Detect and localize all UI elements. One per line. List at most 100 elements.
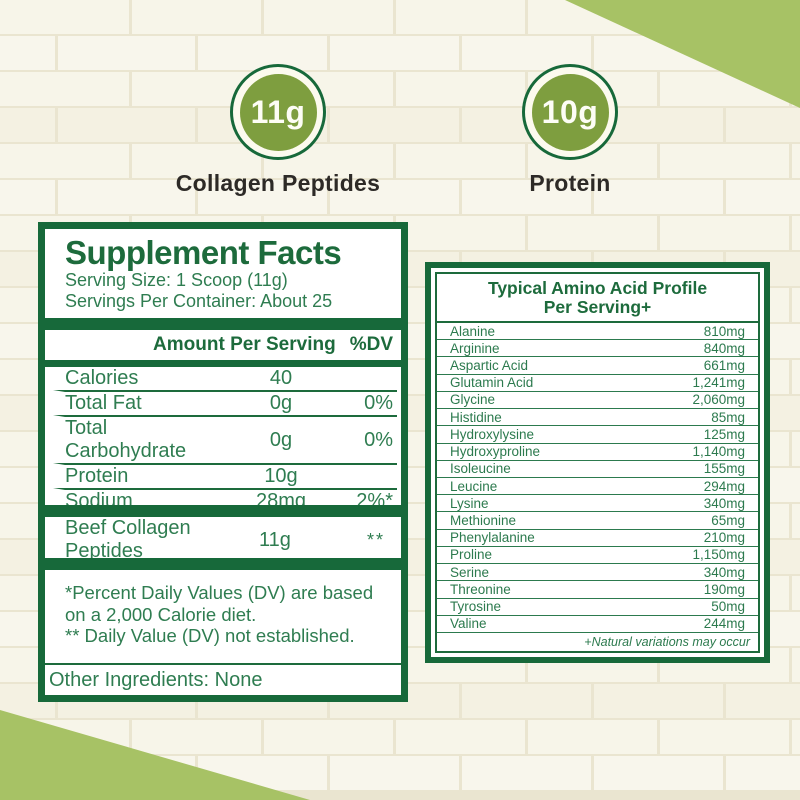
brick-row [0, 72, 800, 108]
amino-acid-amount: 210mg [703, 530, 745, 546]
serving-size: Serving Size: 1 Scoop (11g) [65, 270, 288, 290]
amino-acid-name: Alanine [450, 323, 496, 339]
amino-acid-name: Methionine [450, 513, 517, 529]
nutrient-name: Total Carbohydrate [65, 417, 187, 462]
divider-bar [45, 318, 401, 330]
amino-acid-name: Histidine [450, 409, 502, 425]
supplement-facts-panel: Supplement Facts Serving Size: 1 Scoop (… [38, 222, 408, 702]
amino-acid-row: Proline 1,150mg [437, 545, 758, 563]
nutrient-row: Calories 40 [45, 367, 401, 390]
footnote-dv: *Percent Daily Values (DV) are based on … [65, 582, 374, 625]
amino-acid-name: Aspartic Acid [450, 358, 529, 374]
amino-acid-amount: 340mg [703, 564, 745, 580]
amino-acid-amount: 810mg [703, 323, 745, 339]
amino-acid-footnote: +Natural variations may occur [437, 632, 758, 651]
divider-bar [45, 505, 401, 517]
nutrient-amount: 10g [264, 465, 298, 487]
amino-acid-name: Serine [450, 564, 490, 580]
amino-acid-amount: 340mg [703, 495, 745, 511]
nutrient-amount: 0g [269, 428, 293, 451]
amino-acid-amount: 2,060mg [692, 392, 745, 408]
amino-acid-name: Threonine [450, 581, 511, 597]
ingredient-row: Beef Collagen Peptides 11g ** [45, 517, 401, 562]
nutrient-amount: 0g [269, 392, 293, 414]
amino-acid-amount: 244mg [703, 616, 745, 632]
amino-acid-row: Alanine 810mg [437, 323, 758, 339]
brick-row [0, 144, 800, 180]
amino-acid-amount: 65mg [711, 513, 745, 529]
amino-acid-name: Phenylalanine [450, 530, 535, 546]
amino-acid-title-line2: Per Serving+ [543, 297, 652, 317]
nutrient-name: Protein [65, 465, 129, 487]
protein-badge-value: 10g [531, 73, 609, 151]
nutrient-dv: 0% [364, 428, 393, 451]
nutrient-row: Protein 10g [53, 463, 397, 488]
amino-acid-name: Hydroxyproline [450, 444, 541, 460]
amino-acid-amount: 1,241mg [692, 375, 745, 391]
amino-acid-name: Glutamin Acid [450, 375, 534, 391]
amino-acid-amount: 294mg [703, 478, 745, 494]
amino-acid-name: Tyrosine [450, 599, 502, 615]
servings-per-container: Servings Per Container: About 25 [65, 291, 333, 311]
amino-acid-row: Serine 340mg [437, 563, 758, 580]
amino-acid-title: Typical Amino Acid Profile Per Serving+ [437, 274, 758, 323]
amino-acid-row: Threonine 190mg [437, 580, 758, 597]
amino-acid-row: Hydroxyproline 1,140mg [437, 442, 758, 460]
amino-acid-name: Glycine [450, 392, 496, 408]
amino-acid-amount: 1,150mg [692, 547, 745, 563]
ingredient-name: Beef Collagen Peptides [65, 517, 191, 562]
thin-divider [45, 663, 401, 665]
amino-acid-amount: 840mg [703, 340, 745, 356]
amino-acid-name: Arginine [450, 340, 500, 356]
nutrient-name: Total Fat [65, 392, 142, 414]
amino-acid-name: Isoleucine [450, 461, 511, 477]
collagen-badge: 11g [230, 64, 326, 160]
amino-acid-name: Valine [450, 616, 487, 632]
collagen-badge-label: Collagen Peptides [175, 170, 381, 196]
amino-acid-amount: 661mg [703, 358, 745, 374]
nutrient-rows: Calories 40 Total Fat 0g 0% Total Carboh… [45, 367, 401, 512]
brick-row [0, 720, 800, 756]
amino-acid-row: Glutamin Acid 1,241mg [437, 373, 758, 391]
amino-acid-name: Leucine [450, 478, 498, 494]
amino-acid-name: Proline [450, 547, 493, 563]
nutrient-dv: 0% [364, 392, 393, 414]
divider-bar [45, 558, 401, 570]
amino-acid-amount: 190mg [703, 581, 745, 597]
amount-per-serving-header: Amount Per Serving %DV [45, 330, 401, 360]
amino-acid-amount: 50mg [711, 599, 745, 615]
supplement-facts-header: Supplement Facts Serving Size: 1 Scoop (… [45, 229, 401, 318]
amino-acid-row: Arginine 840mg [437, 339, 758, 356]
divider-bar [45, 360, 401, 367]
ingredient-dv: ** [366, 529, 385, 550]
amino-acid-amount: 1,140mg [692, 444, 745, 460]
amino-acid-row: Methionine 65mg [437, 511, 758, 528]
amino-acid-amount: 85mg [711, 409, 745, 425]
amino-acid-row: Valine 244mg [437, 614, 758, 632]
amino-acid-row: Leucine 294mg [437, 476, 758, 494]
amino-acid-name: Lysine [450, 495, 489, 511]
nutrient-row: Total Carbohydrate 0g 0% [53, 415, 397, 463]
amino-acid-amount: 155mg [703, 461, 745, 477]
amino-acid-row: Glycine 2,060mg [437, 390, 758, 408]
nutrient-row: Total Fat 0g 0% [53, 390, 397, 415]
amino-acid-frame: Typical Amino Acid Profile Per Serving+ … [435, 272, 760, 653]
footnotes: *Percent Daily Values (DV) are based on … [45, 570, 401, 663]
amino-acid-panel: Typical Amino Acid Profile Per Serving+ … [425, 262, 770, 663]
amino-acid-amount: 125mg [703, 426, 745, 442]
supplement-facts-title: Supplement Facts [65, 234, 342, 271]
nutrient-name: Calories [65, 367, 139, 389]
amino-acid-row: Phenylalanine 210mg [437, 528, 758, 546]
amino-acid-row: Tyrosine 50mg [437, 597, 758, 615]
amino-acid-name: Hydroxylysine [450, 426, 535, 442]
amino-acid-row: Lysine 340mg [437, 494, 758, 511]
amount-header-label: Amount Per Serving [153, 334, 336, 355]
amino-acid-row: Aspartic Acid 661mg [437, 356, 758, 373]
protein-badge: 10g [522, 64, 618, 160]
nutrient-amount: 40 [269, 367, 293, 389]
protein-badge-label: Protein [529, 170, 611, 196]
amino-acid-rows: Alanine 810mg Arginine 840mg Aspartic Ac… [437, 323, 758, 632]
amino-acid-row: Isoleucine 155mg [437, 459, 758, 477]
collagen-badge-value: 11g [239, 73, 317, 151]
